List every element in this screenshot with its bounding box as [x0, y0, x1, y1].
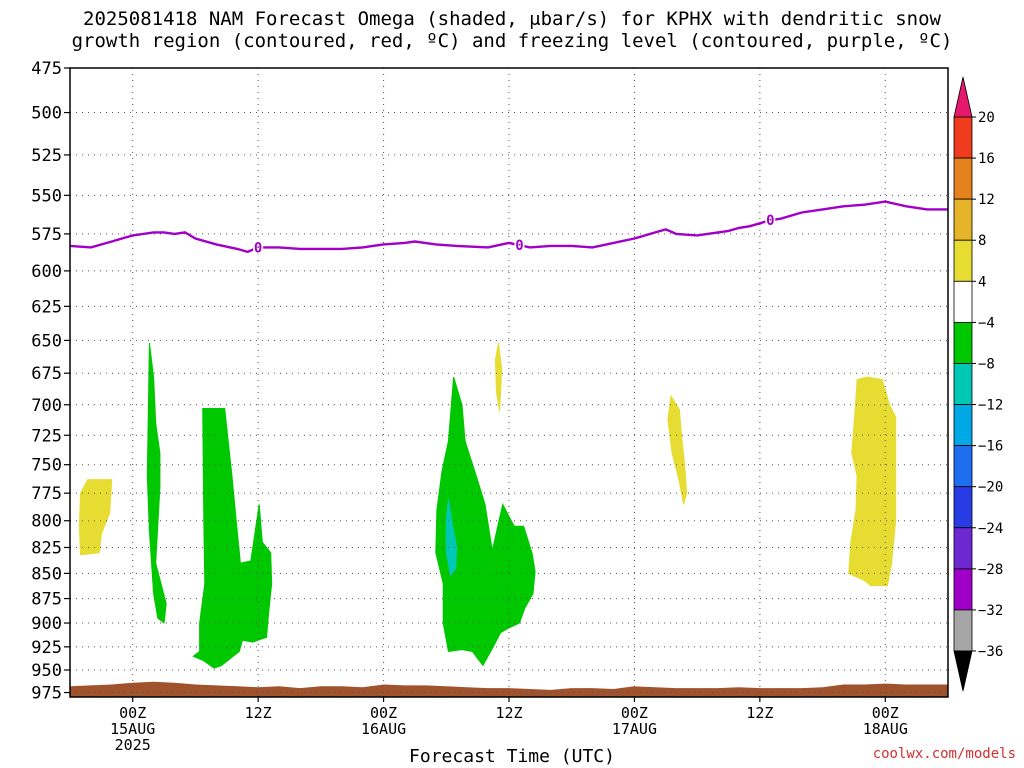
colorbar-bin-1 [953, 157, 973, 200]
contour-label-1: 0 [515, 238, 523, 254]
y-tick-label-0: 475 [31, 59, 62, 79]
omega-region-4 [445, 498, 458, 577]
contour-label-0: 0 [254, 240, 262, 256]
colorbar-bin-2 [953, 198, 973, 241]
chart-title: 2025081418 NAM Forecast Omega (shaded, μ… [0, 8, 1024, 52]
colorbar: 20 16 12 8 4 −4 −8 −12 −16 −20 −24 −28 −32 −36 [953, 76, 1003, 692]
colorbar-label-2: 12 [978, 192, 995, 208]
x-tick-date-6: 18AUG [863, 720, 908, 738]
colorbar-bin-12 [953, 609, 973, 652]
contour-label-bg-1 [514, 237, 525, 253]
terrain-fill [70, 681, 948, 697]
colorbar-bin-9 [953, 486, 973, 529]
y-tick-label-12: 775 [31, 484, 62, 504]
omega-region-2 [192, 408, 273, 669]
colorbar-label-12: −32 [978, 603, 1003, 619]
colorbar-bin-3 [953, 239, 973, 282]
colorbar-label-0: 20 [978, 110, 995, 126]
colorbar-bin-4 [953, 280, 973, 323]
x-tick-label-0: 00Z [119, 704, 146, 722]
colorbar-bin-11 [953, 568, 973, 611]
colorbar-bin-8 [953, 445, 973, 488]
y-tick-label-9: 700 [31, 396, 62, 416]
colorbar-label-11: −28 [978, 562, 1003, 578]
y-tick-label-3: 550 [31, 186, 62, 206]
y-tick-label-17: 900 [31, 614, 62, 634]
colorbar-label-5: −4 [978, 315, 995, 331]
colorbar-label-9: −20 [978, 480, 1003, 496]
y-axis: 475 500 525 550 575 600 625 650 675 700 725 750 775 8… [31, 59, 70, 704]
title-line-1: 2025081418 NAM Forecast Omega (shaded, μ… [83, 8, 941, 30]
y-tick-label-1: 500 [31, 104, 62, 124]
omega-region-6 [667, 394, 688, 505]
x-tick-label-6: 00Z [872, 704, 899, 722]
omega-region-3 [435, 376, 536, 667]
credit-text: coolwx.com/models [872, 746, 1016, 762]
omega-region-0 [78, 479, 113, 556]
x-tick-label-3: 12Z [495, 704, 522, 722]
colorbar-label-1: 16 [978, 151, 995, 167]
y-tick-label-2: 525 [31, 146, 62, 166]
colorbar-label-3: 8 [978, 233, 986, 249]
colorbar-bin-10 [953, 527, 973, 570]
y-tick-label-4: 575 [31, 225, 62, 245]
terrain [70, 681, 948, 697]
colorbar-label-10: −24 [978, 521, 1003, 537]
y-tick-label-16: 875 [31, 590, 62, 610]
omega-region-1 [146, 343, 167, 624]
x-axis-label: Forecast Time (UTC) [409, 746, 615, 767]
y-tick-label-13: 800 [31, 512, 62, 532]
title-line-2: growth region (contoured, red, ºC) and f… [71, 30, 953, 52]
x-tick-year-0: 2025 [115, 736, 151, 754]
colorbar-over-arrow [953, 76, 973, 118]
y-tick-label-14: 825 [31, 538, 62, 558]
colorbar-label-4: 4 [978, 274, 986, 290]
colorbar-bin-0 [953, 116, 973, 159]
omega-region-7 [848, 376, 897, 587]
colorbar-label-13: −36 [978, 644, 1003, 660]
y-tick-label-11: 750 [31, 456, 62, 476]
colorbar-bin-7 [953, 404, 973, 447]
y-tick-label-19: 950 [31, 661, 62, 681]
x-tick-date-0: 15AUG [110, 720, 155, 738]
x-tick-date-2: 16AUG [361, 720, 406, 738]
y-tick-label-20: 975 [31, 684, 62, 704]
x-tick-label-2: 00Z [370, 704, 397, 722]
x-tick-label-4: 00Z [621, 704, 648, 722]
y-tick-label-10: 725 [31, 426, 62, 446]
omega-region-5 [494, 343, 503, 412]
omega-shading [78, 343, 897, 669]
colorbar-label-8: −16 [978, 439, 1003, 455]
x-tick-label-5: 12Z [746, 704, 773, 722]
colorbar-label-7: −12 [978, 398, 1003, 414]
grid [70, 67, 948, 697]
freezing-level-contour: 0 0 0 [69, 200, 948, 256]
contour-label-bg-2 [765, 212, 776, 228]
y-tick-label-7: 650 [31, 331, 62, 351]
y-tick-label-5: 600 [31, 262, 62, 282]
colorbar-bin-6 [953, 363, 973, 405]
colorbar-label-6: −8 [978, 356, 995, 372]
colorbar-under-arrow [953, 650, 973, 692]
y-tick-label-18: 925 [31, 638, 62, 658]
x-tick-label-1: 12Z [245, 704, 272, 722]
contour-label-2: 0 [766, 213, 774, 229]
y-tick-label-15: 850 [31, 564, 62, 584]
y-tick-label-6: 625 [31, 297, 62, 317]
contour-label-bg-0 [253, 239, 264, 255]
x-tick-date-4: 17AUG [612, 720, 657, 738]
y-tick-label-8: 675 [31, 364, 62, 384]
colorbar-bin-5 [953, 321, 973, 364]
freezing-level-line [69, 200, 948, 254]
